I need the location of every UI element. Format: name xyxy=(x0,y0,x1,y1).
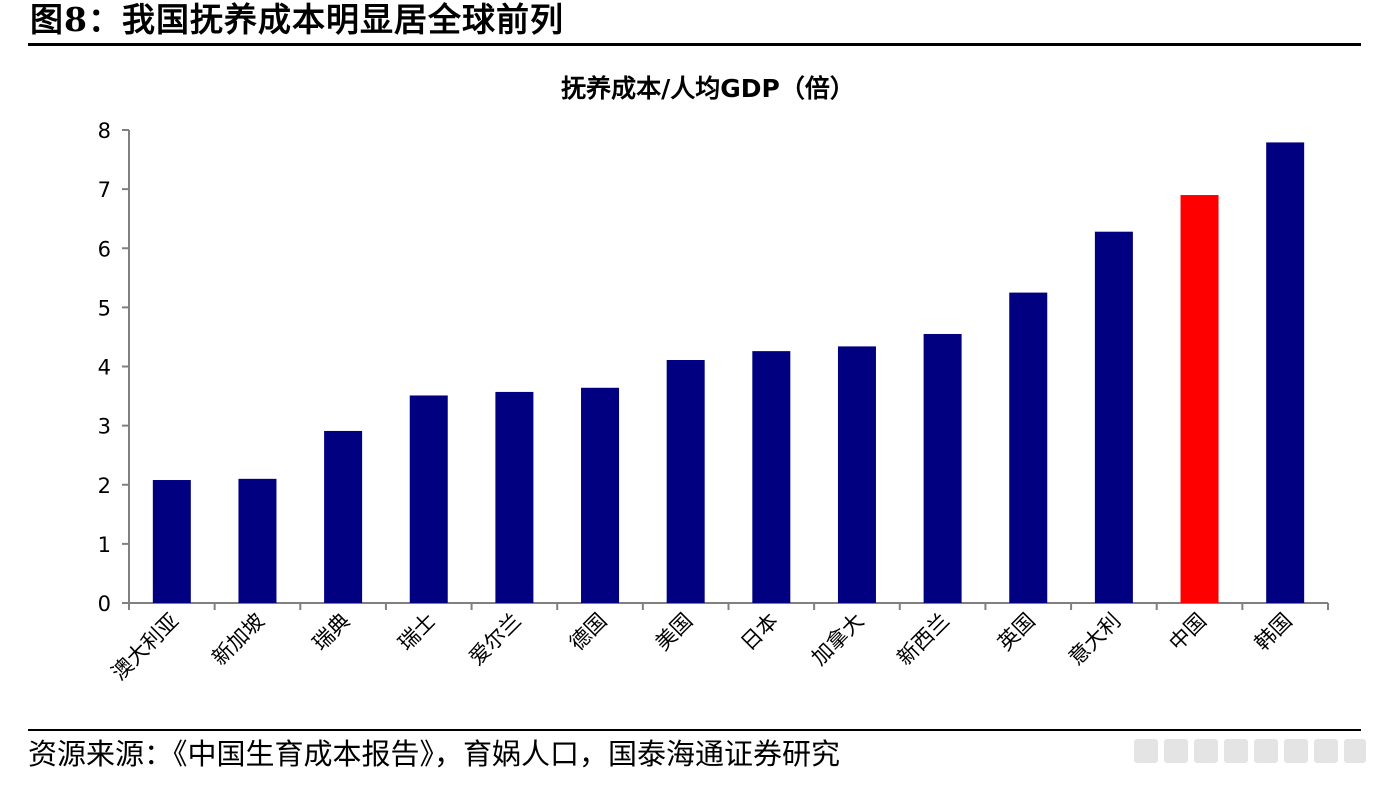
y-axis: 0 1 2 3 4 5 6 7 8 xyxy=(98,119,130,616)
source-divider xyxy=(28,729,1361,731)
x-tick-label: 新西兰 xyxy=(893,609,955,671)
bar-6 xyxy=(581,387,620,603)
x-tick-label: 意大利 xyxy=(1064,609,1126,671)
title-divider xyxy=(28,43,1361,46)
y-tick-label: 7 xyxy=(98,178,111,202)
x-tick-label: 瑞士 xyxy=(394,609,441,656)
x-tick-label: 爱尔兰 xyxy=(464,609,526,671)
source-note: 资源来源：《中国生育成本报告》，育娲人口，国泰海通证券研究 xyxy=(28,737,841,771)
bar-8 xyxy=(752,351,791,603)
y-tick-label: 1 xyxy=(98,533,111,557)
bar-10 xyxy=(923,333,962,603)
y-tick-label: 5 xyxy=(98,296,111,320)
y-tick-label: 2 xyxy=(98,474,111,498)
y-tick-label: 6 xyxy=(98,237,111,261)
x-axis xyxy=(128,602,1329,610)
y-tick-label: 0 xyxy=(98,592,111,616)
x-tick-label: 美国 xyxy=(651,609,698,656)
figure-title: 图8：我国抚养成本明显居全球前列 xyxy=(30,0,564,39)
bar-13 xyxy=(1180,195,1219,603)
bars xyxy=(152,142,1305,603)
bar-9 xyxy=(837,346,876,603)
bar-11 xyxy=(1009,292,1048,603)
x-tick-label: 中国 xyxy=(1164,609,1211,656)
x-tick-label: 瑞典 xyxy=(308,609,355,656)
y-tick-label: 3 xyxy=(98,415,111,439)
bar-4 xyxy=(409,395,448,603)
bar-12 xyxy=(1094,231,1133,603)
bar-3 xyxy=(324,430,363,603)
bar-2 xyxy=(238,478,277,603)
x-tick-labels: 澳大利亚 新加坡 瑞典 瑞士 爱尔兰 德国 美国 日本 加拿大 新西兰 英国 意大利 中国 韩国 xyxy=(107,609,1297,685)
x-tick-label: 日本 xyxy=(736,609,783,656)
bar-chart: 抚养成本/人均GDP（倍） 0 1 2 3 4 5 6 7 8 澳大利亚 新加坡 瑞典 瑞士 爱尔兰 德国… xyxy=(98,74,1329,685)
chart-title: 抚养成本/人均GDP（倍） xyxy=(561,74,855,103)
bar-7 xyxy=(666,359,705,603)
x-tick-label: 英国 xyxy=(993,609,1040,656)
watermark xyxy=(1134,733,1366,769)
y-tick-label: 8 xyxy=(98,119,111,143)
x-tick-label: 新加坡 xyxy=(207,609,269,671)
bar-1 xyxy=(152,480,191,603)
y-tick-label: 4 xyxy=(98,356,111,380)
x-tick-label: 韩国 xyxy=(1250,609,1297,656)
x-tick-label: 加拿大 xyxy=(807,609,869,671)
bar-14 xyxy=(1266,142,1305,603)
x-tick-label: 澳大利亚 xyxy=(107,609,183,685)
bar-5 xyxy=(495,391,534,603)
x-tick-label: 德国 xyxy=(565,609,612,656)
